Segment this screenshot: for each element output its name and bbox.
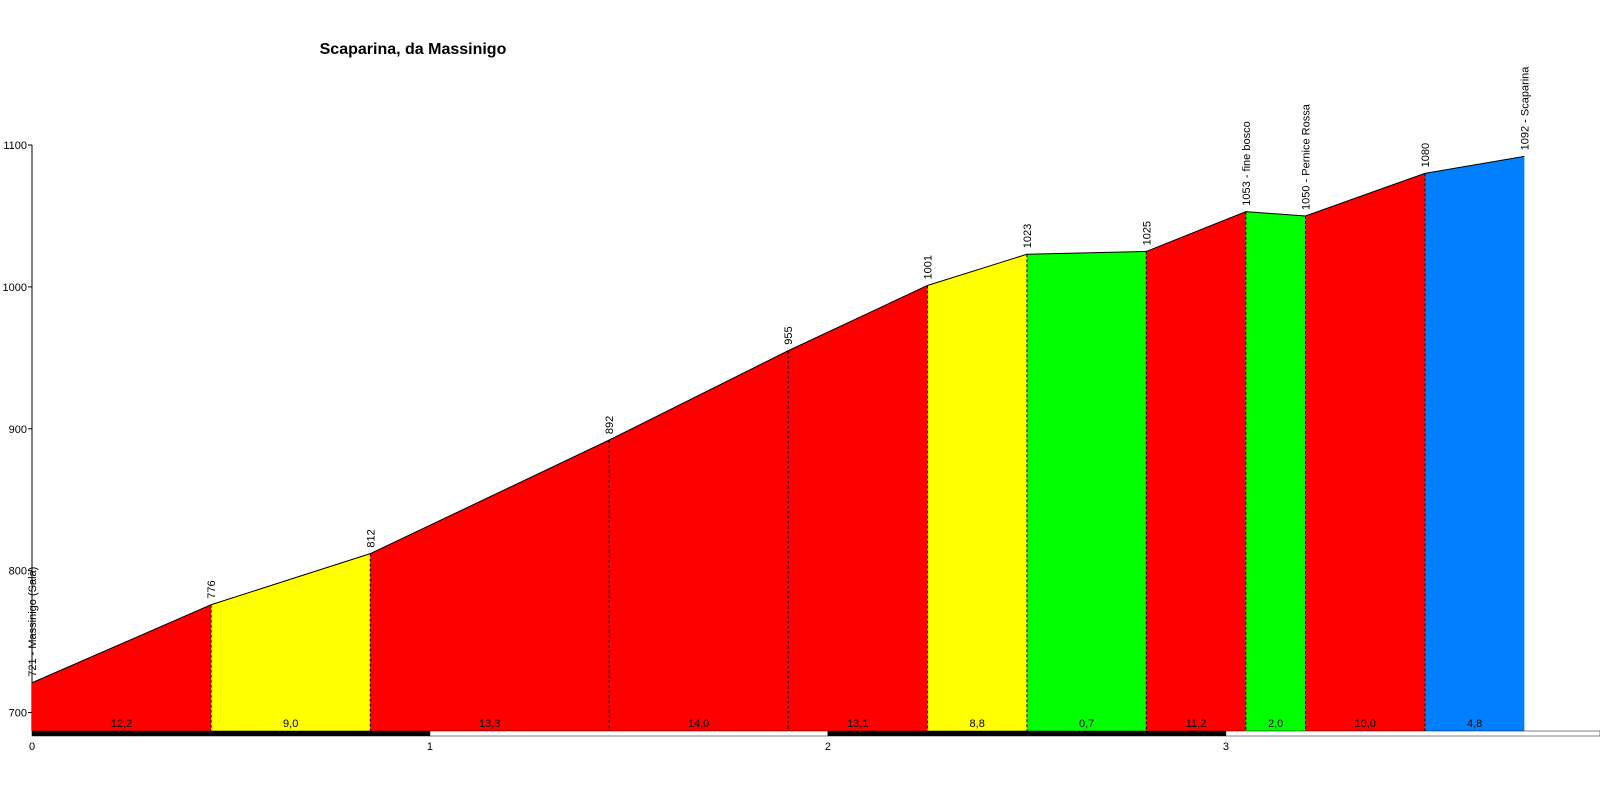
- gradient-label: 8,8: [970, 718, 985, 730]
- point-label: 1023: [1022, 224, 1034, 248]
- x-tick-label: 3: [1223, 741, 1229, 753]
- segment: [788, 285, 928, 731]
- segment: [32, 604, 212, 731]
- point-label: 1053 - fine bosco: [1241, 121, 1253, 205]
- segment: [927, 254, 1027, 731]
- y-tick-label: 700: [9, 708, 27, 720]
- gradient-label: 10,0: [1354, 718, 1375, 730]
- gradient-label: 9,0: [283, 718, 298, 730]
- gradient-label: 14,0: [688, 718, 709, 730]
- distance-bar: [31, 730, 431, 737]
- distance-bar: [429, 730, 829, 737]
- point-label: 955: [783, 326, 795, 344]
- gradient-label: 13,1: [847, 718, 868, 730]
- segment: [211, 553, 371, 731]
- point-label: 1025: [1141, 221, 1153, 245]
- y-tick-label: 800: [9, 566, 27, 578]
- distance-bar: [1225, 730, 1600, 737]
- point-label: 1050 - Pernice Rossa: [1301, 103, 1313, 210]
- gradient-label: 12,2: [111, 718, 132, 730]
- point-label: 812: [365, 529, 377, 547]
- y-tick-label: 1000: [3, 282, 27, 294]
- gradient-label: 11,2: [1186, 718, 1207, 730]
- y-tick-label: 900: [9, 424, 27, 436]
- segment: [609, 350, 789, 731]
- gradient-label: 0,7: [1079, 718, 1094, 730]
- point-label: 892: [604, 416, 616, 434]
- segment: [1305, 173, 1425, 731]
- segment: [370, 440, 610, 731]
- segment: [1146, 211, 1246, 732]
- distance-bar: [827, 730, 1227, 737]
- x-tick-label: 2: [825, 741, 831, 753]
- point-label: 776: [206, 580, 218, 598]
- point-label: 1092 - Scaparina: [1519, 66, 1531, 151]
- gradient-label: 4,8: [1467, 718, 1482, 730]
- x-tick-label: 1: [427, 741, 433, 753]
- point-label: 1001: [922, 255, 934, 279]
- chart-title: Scaparina, da Massinigo: [320, 41, 507, 58]
- x-tick-label: 0: [29, 741, 35, 753]
- profile-line: [31, 155, 1525, 684]
- point-label: 721 - Massinigo (Salà): [27, 567, 39, 677]
- segment: [1026, 251, 1147, 732]
- gradient-label: 13,3: [479, 718, 500, 730]
- segment: [1245, 211, 1306, 732]
- y-tick-label: 1100: [3, 140, 27, 152]
- segment: [1424, 156, 1525, 732]
- point-label: 1080: [1420, 143, 1432, 167]
- gradient-label: 2,0: [1268, 718, 1283, 730]
